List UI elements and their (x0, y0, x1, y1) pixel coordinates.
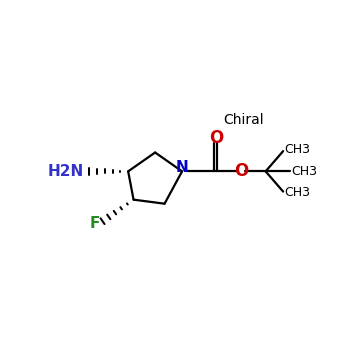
Text: CH3: CH3 (285, 143, 310, 156)
Text: F: F (90, 216, 100, 231)
Text: Chiral: Chiral (224, 113, 264, 127)
Text: CH3: CH3 (291, 165, 317, 178)
Text: O: O (209, 129, 223, 147)
Text: N: N (176, 160, 188, 175)
Text: H2N: H2N (48, 164, 84, 179)
Text: CH3: CH3 (285, 187, 310, 199)
Text: O: O (234, 162, 248, 180)
